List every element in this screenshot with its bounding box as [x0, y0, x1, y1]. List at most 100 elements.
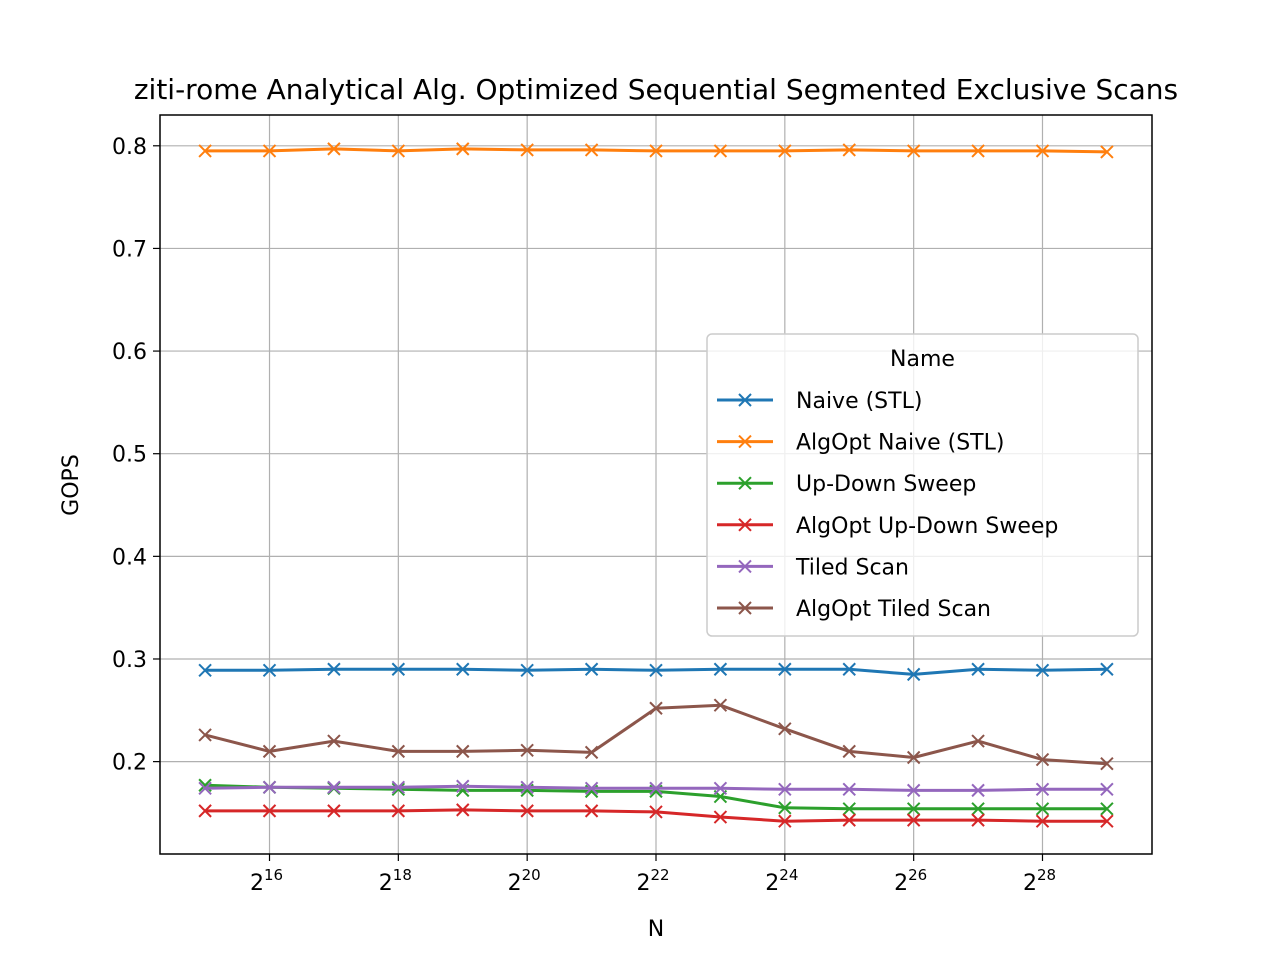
- legend-swatch-marker: [738, 518, 752, 532]
- data-point: [391, 804, 406, 818]
- data-point: [520, 663, 534, 677]
- data-point: [842, 813, 856, 827]
- data-point: [584, 143, 599, 157]
- data-point: [649, 144, 663, 158]
- data-point: [198, 663, 212, 677]
- data-point: [1035, 752, 1050, 767]
- data-point: [713, 662, 728, 676]
- data-point: [584, 804, 599, 818]
- data-point: [262, 144, 277, 158]
- y-axis-label: GOPS: [59, 454, 84, 516]
- data-point: [713, 810, 728, 824]
- legend-label: AlgOpt Tiled Scan: [796, 597, 991, 622]
- data-point: [456, 662, 470, 676]
- data-point: [584, 662, 599, 676]
- data-point: [649, 663, 663, 677]
- y-tick-label: 0.8: [112, 135, 147, 160]
- data-point: [971, 144, 985, 158]
- data-point: [327, 142, 341, 156]
- legend-label: Naive (STL): [796, 389, 922, 414]
- data-point: [842, 744, 856, 759]
- data-point: [906, 813, 921, 827]
- data-point: [649, 701, 663, 715]
- legend-swatch-marker: [738, 393, 752, 407]
- data-point: [649, 781, 663, 796]
- data-point: [327, 662, 341, 676]
- data-point: [649, 805, 663, 819]
- data-point: [327, 734, 341, 748]
- data-point: [906, 667, 921, 682]
- legend-swatch-marker: [738, 601, 752, 615]
- legend-item: Up-Down Sweep: [717, 472, 976, 497]
- data-point: [713, 144, 728, 158]
- data-point: [327, 804, 341, 818]
- x-tick-label: 226: [894, 866, 927, 896]
- data-point: [327, 780, 341, 794]
- axes: 216 218 220 222 224 226 228 0.2 0.3 0.4 0.5 0.6 0.7 0…: [112, 135, 1056, 896]
- data-point: [971, 662, 985, 676]
- data-point: [262, 744, 277, 759]
- legend-label: AlgOpt Naive (STL): [796, 431, 1004, 456]
- x-tick-label: 222: [636, 866, 669, 896]
- data-point: [198, 144, 212, 158]
- data-point: [1100, 145, 1114, 159]
- data-point: [198, 781, 212, 796]
- y-tick-label: 0.7: [112, 237, 147, 262]
- data-point: [520, 143, 534, 157]
- data-point: [262, 780, 277, 794]
- data-point: [1100, 802, 1114, 816]
- y-tick-label: 0.4: [112, 545, 147, 570]
- x-axis-label: N: [648, 917, 664, 942]
- data-point: [842, 143, 856, 157]
- y-tick-label: 0.5: [112, 443, 147, 468]
- legend-item: AlgOpt Naive (STL): [717, 431, 1004, 456]
- series-tiled-scan: [198, 779, 1114, 798]
- data-point: [1100, 662, 1114, 676]
- data-point: [713, 698, 728, 712]
- data-point: [971, 734, 985, 748]
- legend-swatch-marker: [738, 559, 752, 574]
- legend-box: [706, 333, 1139, 637]
- legend-item: Tiled Scan: [717, 555, 909, 580]
- data-point: [391, 780, 406, 794]
- data-point: [1035, 663, 1050, 677]
- data-point: [1035, 144, 1050, 158]
- data-point: [520, 743, 534, 758]
- data-point: [520, 780, 534, 794]
- y-tick-label: 0.6: [112, 340, 147, 365]
- data-point: [391, 782, 406, 797]
- data-point: [391, 744, 406, 759]
- legend-item: AlgOpt Tiled Scan: [717, 597, 991, 622]
- data-point: [520, 804, 534, 818]
- legend-item: Naive (STL): [717, 389, 922, 414]
- data-point: [456, 803, 470, 817]
- data-point: [262, 663, 277, 677]
- data-point: [906, 783, 921, 798]
- y-tick-label: 0.2: [112, 751, 147, 776]
- data-point: [778, 144, 792, 158]
- data-point: [906, 144, 921, 158]
- legend-label: AlgOpt Up-Down Sweep: [796, 514, 1058, 539]
- data-point: [778, 782, 792, 797]
- chart-title: ziti-rome Analytical Alg. Optimized Sequ…: [134, 73, 1178, 106]
- data-point: [778, 801, 792, 815]
- data-point: [584, 745, 599, 760]
- data-point: [906, 802, 921, 816]
- data-point: [842, 802, 856, 816]
- legend-swatch-marker: [738, 434, 752, 449]
- data-point: [842, 662, 856, 676]
- data-point: [584, 781, 599, 796]
- data-point: [456, 744, 470, 759]
- x-tick-label: 220: [508, 866, 541, 896]
- data-point: [1100, 782, 1114, 797]
- series-algopt-up-down-sweep: [198, 803, 1114, 828]
- data-point: [1100, 756, 1114, 771]
- data-point: [456, 142, 470, 156]
- data-point: [778, 662, 792, 676]
- series-naive-stl: [198, 662, 1114, 682]
- data-point: [1035, 814, 1050, 828]
- data-point: [262, 804, 277, 818]
- x-tick-label: 218: [379, 866, 412, 896]
- data-point: [971, 813, 985, 827]
